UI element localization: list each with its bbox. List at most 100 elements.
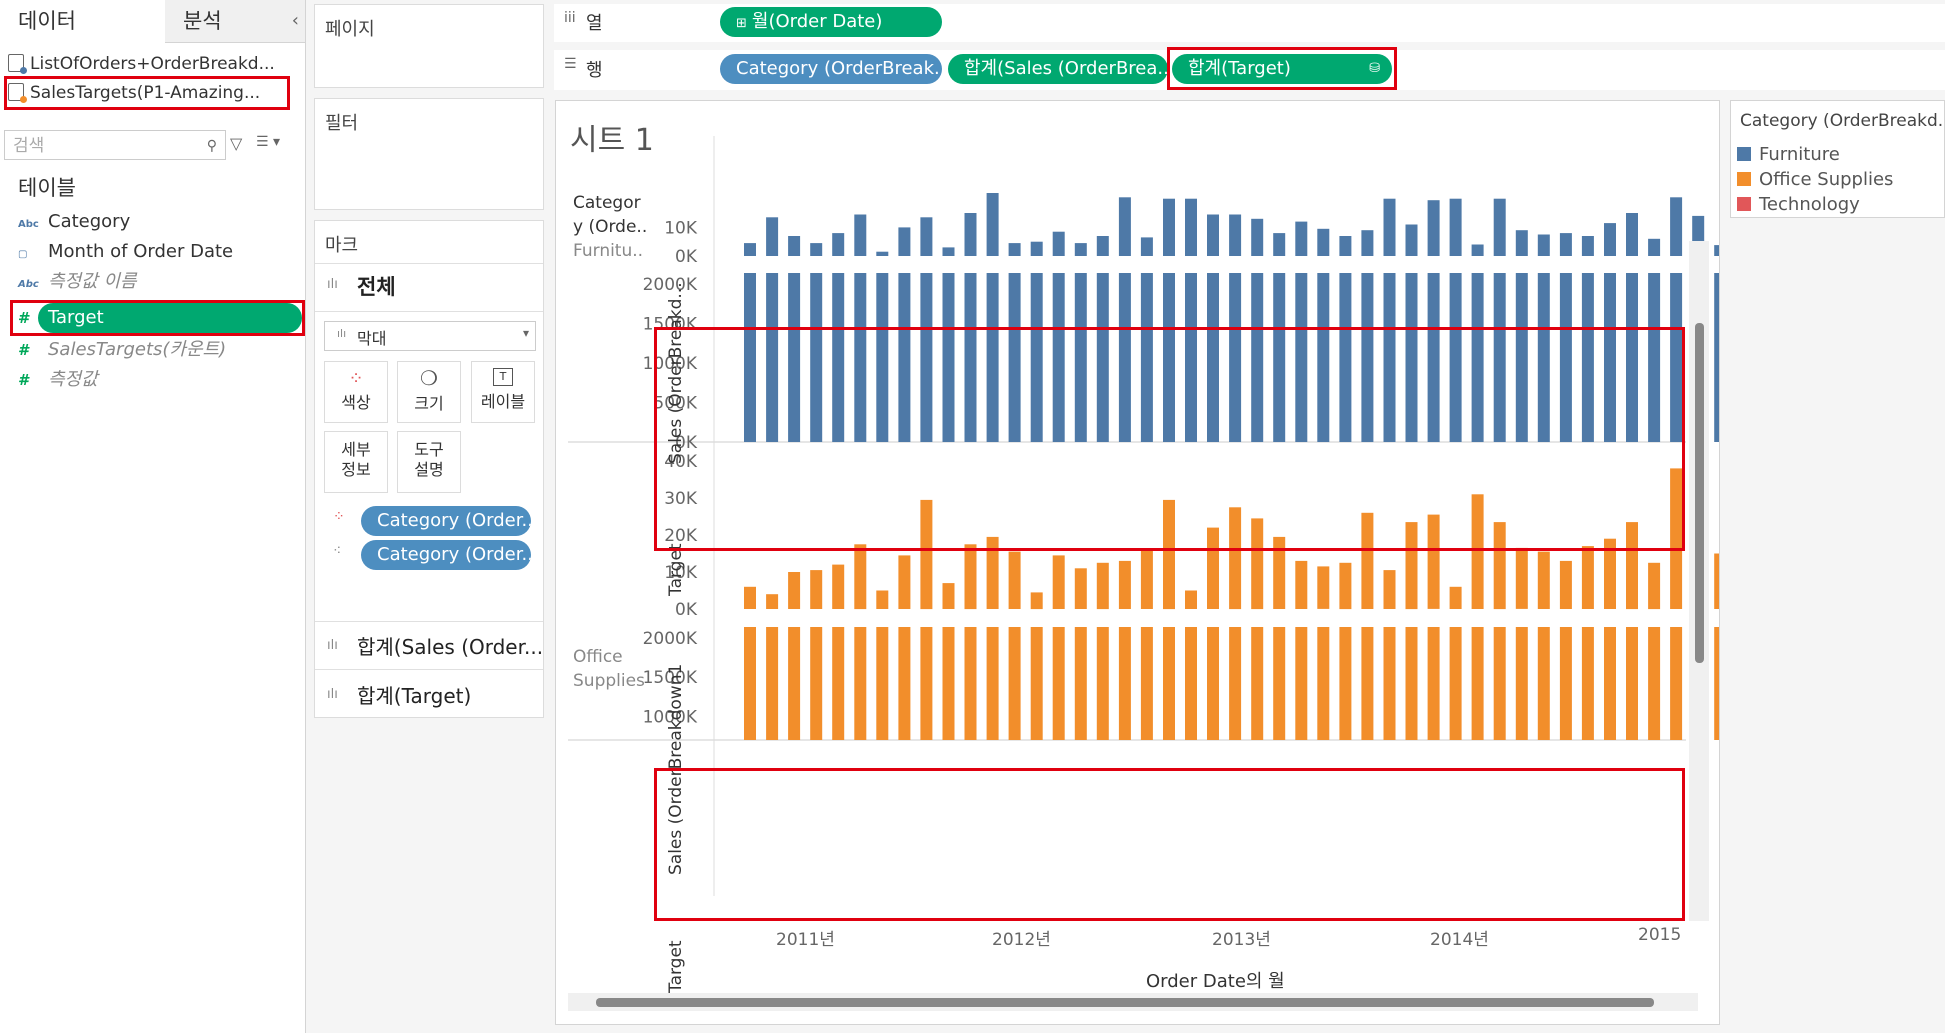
- bar[interactable]: [1273, 536, 1286, 609]
- bar[interactable]: [1626, 213, 1638, 256]
- bar[interactable]: [788, 236, 801, 256]
- bar[interactable]: [986, 273, 999, 442]
- bar[interactable]: [1493, 627, 1506, 740]
- bar[interactable]: [898, 555, 911, 609]
- bar[interactable]: [744, 586, 756, 609]
- bar[interactable]: [1714, 245, 1719, 256]
- bar[interactable]: [766, 273, 779, 442]
- bar[interactable]: [1229, 627, 1242, 740]
- bar[interactable]: [1052, 273, 1065, 442]
- bar[interactable]: [898, 627, 911, 740]
- horizontal-scroll-thumb[interactable]: [596, 998, 1654, 1007]
- bar[interactable]: [810, 243, 823, 256]
- bar[interactable]: [1096, 627, 1109, 740]
- bar[interactable]: [1383, 627, 1396, 740]
- bar[interactable]: [1295, 560, 1308, 609]
- bar[interactable]: [1449, 586, 1462, 609]
- bar[interactable]: [1163, 499, 1175, 610]
- bar[interactable]: [1163, 273, 1175, 442]
- mark-pill-color[interactable]: Category (Order..: [361, 506, 531, 536]
- bar[interactable]: [1295, 273, 1308, 442]
- bar[interactable]: [1449, 273, 1462, 442]
- field-salestargets-count[interactable]: # SalesTargets(카운트): [18, 339, 227, 360]
- bar[interactable]: [1074, 568, 1087, 609]
- bar[interactable]: [1273, 273, 1286, 442]
- bar[interactable]: [1317, 228, 1330, 256]
- bar[interactable]: [1714, 553, 1719, 610]
- bar[interactable]: [1140, 549, 1153, 609]
- bar[interactable]: [1537, 234, 1550, 257]
- bar[interactable]: [1317, 566, 1330, 609]
- bar[interactable]: [854, 273, 867, 442]
- bar[interactable]: [1361, 273, 1374, 442]
- bar[interactable]: [1515, 627, 1528, 740]
- bar[interactable]: [1427, 514, 1440, 609]
- bar[interactable]: [1273, 627, 1286, 740]
- vertical-scrollbar[interactable]: [1689, 241, 1709, 921]
- bar[interactable]: [1207, 273, 1219, 442]
- bar[interactable]: [1008, 627, 1021, 740]
- bar[interactable]: [1008, 243, 1021, 256]
- bar[interactable]: [1559, 560, 1572, 609]
- vertical-scroll-thumb[interactable]: [1695, 323, 1704, 663]
- bar[interactable]: [1030, 627, 1043, 740]
- bar[interactable]: [920, 273, 933, 442]
- bar[interactable]: [1405, 273, 1418, 442]
- bar[interactable]: [1383, 570, 1396, 609]
- color-button[interactable]: ⁘ 색상: [324, 361, 388, 423]
- rows-pill-sales[interactable]: 합계(Sales (OrderBrea..: [948, 54, 1168, 84]
- bar[interactable]: [766, 627, 779, 740]
- bar[interactable]: [810, 627, 823, 740]
- bar[interactable]: [876, 251, 889, 256]
- bar[interactable]: [1273, 233, 1286, 256]
- bar[interactable]: [920, 217, 933, 256]
- bar[interactable]: [1207, 627, 1219, 740]
- bar[interactable]: [1515, 230, 1528, 256]
- bar[interactable]: [1118, 197, 1131, 256]
- bar[interactable]: [1339, 273, 1352, 442]
- bar[interactable]: [1626, 627, 1638, 740]
- field-target-selected[interactable]: [38, 303, 302, 333]
- bar[interactable]: [744, 243, 756, 256]
- bar[interactable]: [1008, 273, 1021, 442]
- bar[interactable]: [1317, 627, 1330, 740]
- bar[interactable]: [920, 499, 933, 610]
- bar[interactable]: [1648, 627, 1661, 740]
- tab-data[interactable]: 데이터: [0, 0, 166, 42]
- bar[interactable]: [898, 227, 911, 256]
- bar[interactable]: [1449, 198, 1462, 256]
- bar[interactable]: [1052, 231, 1065, 256]
- bar[interactable]: [1471, 273, 1484, 442]
- bar[interactable]: [854, 214, 867, 257]
- bar[interactable]: [1361, 627, 1374, 740]
- bar[interactable]: [1537, 551, 1550, 609]
- bar[interactable]: [810, 273, 823, 442]
- bar[interactable]: [854, 627, 867, 740]
- bar[interactable]: [964, 544, 977, 610]
- bar[interactable]: [832, 233, 845, 256]
- bar[interactable]: [1361, 230, 1374, 256]
- bar[interactable]: [1581, 236, 1594, 256]
- bar[interactable]: [1251, 627, 1264, 740]
- field-measure-values[interactable]: # 측정값: [18, 369, 98, 390]
- bar[interactable]: [1581, 273, 1594, 442]
- bar[interactable]: [1537, 627, 1550, 740]
- bar[interactable]: [744, 273, 756, 442]
- bar[interactable]: [832, 627, 845, 740]
- bar[interactable]: [1559, 233, 1572, 256]
- bar[interactable]: [1626, 273, 1638, 442]
- bar[interactable]: [898, 273, 911, 442]
- bar[interactable]: [1604, 627, 1616, 740]
- bar[interactable]: [1714, 627, 1719, 740]
- tooltip-button[interactable]: 도구 설명: [397, 431, 461, 493]
- filter-icon[interactable]: ▽: [230, 134, 243, 153]
- bar[interactable]: [942, 583, 955, 609]
- bar[interactable]: [1207, 527, 1219, 609]
- bar[interactable]: [788, 273, 801, 442]
- filters-shelf[interactable]: 필터: [314, 98, 544, 210]
- bar[interactable]: [964, 213, 977, 256]
- view-options-icon[interactable]: ☰ ▾: [256, 134, 281, 150]
- detail-button[interactable]: 세부 정보: [324, 431, 388, 493]
- bar[interactable]: [1339, 236, 1352, 256]
- bar[interactable]: [1405, 627, 1418, 740]
